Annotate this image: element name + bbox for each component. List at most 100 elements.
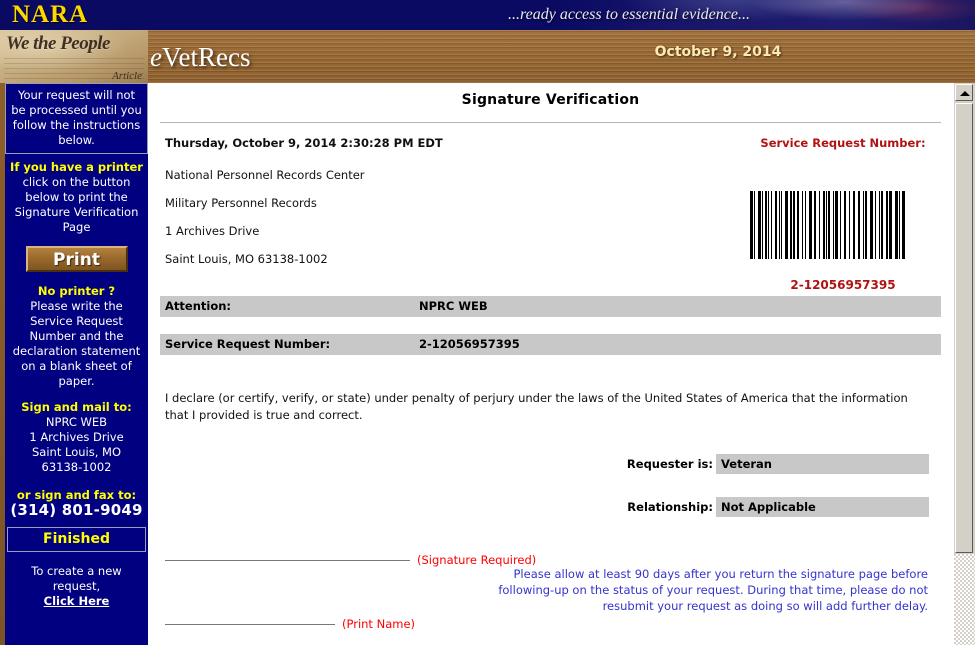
main-content: Signature Verification Thursday, October…	[148, 83, 953, 645]
barcode-bar	[797, 191, 799, 259]
barcode-bar	[835, 191, 838, 259]
relationship-label: Relationship:	[627, 500, 713, 514]
new-request-block: To create a new request, Click Here	[5, 552, 148, 609]
barcode-bar	[814, 191, 816, 259]
barcode-bar	[809, 191, 812, 259]
page-title: Signature Verification	[461, 92, 640, 108]
relationship-value-box: Not Applicable	[716, 497, 929, 517]
request-timestamp: Thursday, October 9, 2014 2:30:28 PM EDT	[165, 136, 443, 150]
scroll-up-icon[interactable]	[955, 84, 973, 101]
no-printer-instructions: No printer ? Please write the Service Re…	[5, 272, 148, 389]
barcode-bar	[849, 191, 850, 259]
barcode-bar	[762, 191, 763, 259]
scrollbar-track[interactable]	[954, 554, 975, 645]
barcode-bar	[828, 191, 830, 259]
print-button[interactable]: Print	[25, 246, 128, 272]
evetrecs-e: e	[150, 42, 162, 72]
srn-row-value: 2-12056957395	[419, 337, 520, 351]
table-row: Attention: NPRC WEB	[160, 296, 941, 317]
barcode-bar	[802, 191, 803, 259]
we-the-people-text: We the People	[6, 33, 110, 54]
mail-line-4: 63138-1002	[41, 460, 112, 474]
address-line-4: Saint Louis, MO 63138-1002	[165, 252, 328, 266]
printer-heading: If you have a printer	[10, 160, 143, 174]
barcode-bar	[765, 191, 767, 259]
barcode-bar	[844, 191, 846, 259]
printer-instructions: If you have a printer click on the butto…	[5, 154, 148, 235]
barcode-bar	[863, 191, 864, 259]
address-line-3: 1 Archives Drive	[165, 224, 260, 238]
finished-button[interactable]: Finished	[7, 527, 146, 552]
barcode-bar	[886, 191, 888, 259]
barcode-bar	[805, 191, 806, 259]
parchment-script-lines	[4, 58, 144, 80]
vertical-scrollbar[interactable]	[953, 83, 975, 645]
barcode-bar	[899, 191, 900, 259]
printer-text: click on the button below to print the S…	[14, 175, 139, 234]
new-request-text: To create a new request,	[31, 564, 122, 593]
attention-value: NPRC WEB	[419, 299, 488, 313]
barcode-bar	[775, 191, 777, 259]
evetrecs-rest: VetRecs	[161, 42, 251, 72]
barcode-bar	[902, 191, 905, 259]
fax-heading: or sign and fax to:	[16, 488, 137, 502]
parchment-article-text: Article	[112, 70, 142, 82]
requester-value: Veteran	[721, 457, 772, 471]
nara-logo: NARA	[12, 1, 89, 28]
barcode-bar	[758, 191, 761, 259]
barcode-bar	[823, 191, 825, 259]
signature-line	[165, 560, 410, 561]
fax-number: (314) 801-9049	[10, 501, 143, 519]
scrollbar-thumb[interactable]	[955, 103, 973, 553]
mail-line-1: NPRC WEB	[45, 415, 108, 429]
requester-row: Requester is: Veteran	[148, 454, 953, 474]
table-row: Service Request Number: 2-12056957395	[160, 334, 941, 355]
left-edge-strip	[0, 83, 5, 645]
click-here-link[interactable]: Click Here	[43, 594, 110, 608]
no-printer-heading: No printer ?	[37, 284, 116, 298]
barcode-bar	[870, 191, 873, 259]
relationship-row: Relationship: Not Applicable	[148, 497, 953, 517]
barcode-bar	[858, 191, 860, 259]
service-request-number-value: 2-12056957395	[790, 278, 896, 292]
nara-top-banner: NARA ...ready access to essential eviden…	[0, 0, 975, 30]
print-name-caption: (Print Name)	[342, 617, 416, 631]
address-line-1: National Personnel Records Center	[165, 168, 365, 182]
processing-notice: Your request will not be processed until…	[5, 83, 148, 154]
flag-graphic	[555, 0, 975, 30]
srn-row-label: Service Request Number:	[165, 337, 331, 351]
signature-area: (Signature Required) Please allow at lea…	[148, 547, 953, 645]
requester-label: Requester is:	[626, 457, 713, 471]
instructions-sidebar: Your request will not be processed until…	[5, 83, 148, 645]
evetrecs-header-band: We the People Article eVetRecs October 9…	[0, 30, 975, 83]
requester-value-box: Veteran	[716, 454, 929, 474]
evetrecs-wordmark: eVetRecs	[150, 41, 250, 73]
constitution-parchment-image: We the People Article	[0, 30, 148, 83]
relationship-value: Not Applicable	[721, 500, 816, 514]
declaration-text: I declare (or certify, verify, or state)…	[165, 391, 908, 422]
barcode-bar	[895, 191, 898, 259]
barcode-bar	[790, 191, 792, 259]
barcode-bar	[865, 191, 867, 259]
barcode-bar	[826, 191, 827, 259]
service-request-barcode	[750, 191, 906, 259]
mail-instructions: Sign and mail to: NPRC WEB 1 Archives Dr…	[5, 389, 148, 475]
barcode-bar	[875, 191, 876, 259]
processing-delay-warning: Please allow at least 90 days after you …	[498, 567, 928, 613]
service-request-number-label: Service Request Number:	[760, 136, 926, 150]
title-divider	[160, 122, 941, 123]
mail-line-3: Saint Louis, MO	[32, 445, 121, 459]
barcode-bar	[768, 191, 769, 259]
barcode-bar	[833, 191, 834, 259]
no-printer-text: Please write the Service Request Number …	[12, 299, 141, 388]
barcode-bar	[840, 191, 841, 259]
barcode-bar	[881, 191, 883, 259]
meta-row: Thursday, October 9, 2014 2:30:28 PM EDT…	[148, 136, 953, 168]
fax-instructions: or sign and fax to: (314) 801-9049	[5, 475, 148, 518]
barcode-bar	[750, 191, 753, 259]
barcode-bar	[771, 191, 772, 259]
barcode-bar	[853, 191, 855, 259]
header-date: October 9, 2014	[654, 44, 782, 60]
nara-tagline: ...ready access to essential evidence...	[508, 6, 750, 23]
